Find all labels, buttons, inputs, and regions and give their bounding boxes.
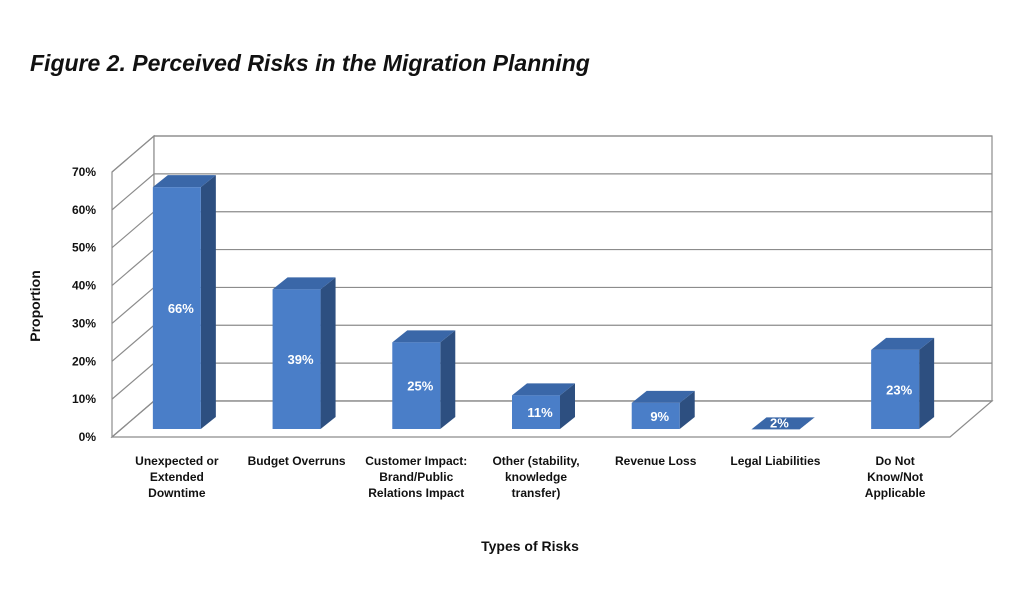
x-category-label: Brand/Public [379,470,453,484]
gridline [111,135,992,173]
bar: 25% [392,330,456,429]
bar-front [392,342,441,429]
bar-side [679,390,695,429]
x-category-label: transfer) [512,486,561,500]
bar-side [560,383,575,429]
y-tick-label: 50% [72,241,96,255]
bar-top [152,175,216,188]
bar-front [272,289,321,429]
y-tick-label: 0% [79,430,97,444]
y-tick-label: 20% [72,354,96,368]
y-tick-label: 10% [72,392,96,406]
data-label: 11% [527,405,553,420]
bar-top [751,417,815,430]
y-tick-label: 70% [72,165,96,179]
bar: 9% [631,390,695,429]
bar-side [440,330,456,429]
data-label: 23% [886,382,912,397]
data-label: 39% [288,352,314,367]
bar-side [919,337,935,429]
x-axis-title: Types of Risks [481,538,579,554]
x-category-label: knowledge [505,470,567,484]
x-category-label: Relations Impact [368,486,464,500]
x-category-label: Revenue Loss [615,454,697,468]
bar-side [200,175,216,429]
bar: 11% [512,383,575,429]
x-axis-labels: Unexpected or Extended Downtime Budget Over… [135,454,926,500]
y-tick-label: 40% [72,279,96,293]
bars: 66% 39% 25% 11% 9% 2% 23% [152,175,935,430]
bar: 2% [751,415,815,430]
y-axis-title: Proportion [27,270,43,342]
data-label: 9% [650,409,669,424]
data-label: 66% [168,301,194,316]
y-tick-label: 30% [72,316,96,330]
bar: 23% [871,337,935,429]
bar-front [512,395,560,429]
bar-top [272,277,336,290]
gridline [111,173,992,211]
bar-front [152,187,201,429]
figure-title: Figure 2. Perceived Risks in the Migrati… [30,50,590,76]
bar-top [871,337,935,350]
x-category-label: Unexpected or [135,454,219,468]
bar-top [631,390,695,403]
bar-top [512,383,575,396]
y-tick-label: 60% [72,203,96,217]
x-category-label: Budget Overruns [248,454,346,468]
x-category-label: Know/Not [867,470,923,484]
x-category-label: Customer Impact: [365,454,467,468]
bar-front [631,402,680,429]
x-category-label: Do Not [875,454,914,468]
data-label: 25% [407,379,433,394]
bar-side [320,277,336,429]
x-category-label: Legal Liabilities [730,454,820,468]
x-category-label: Other (stability, [492,454,579,468]
x-category-label: Downtime [148,486,206,500]
bar: 66% [152,175,216,429]
bar-top [392,330,456,343]
y-axis-ticks: 0% 10% 20% 30% 40% 50% 60% 70% [72,165,96,444]
bar: 39% [272,277,336,429]
side-wall [111,134,155,439]
x-category-label: Applicable [865,486,926,500]
x-category-label: Extended [150,470,204,484]
data-label: 2% [770,415,789,430]
bar-front [871,349,920,429]
